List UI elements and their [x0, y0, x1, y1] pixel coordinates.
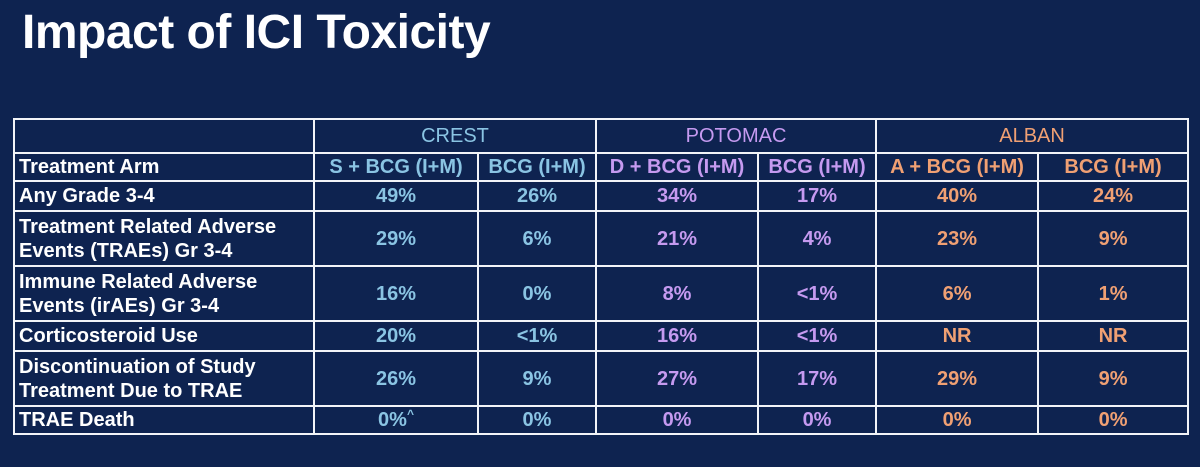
table-cell: 0% [1037, 405, 1190, 435]
table-row: Immune Related Adverse Events (irAEs) Gr … [13, 265, 1190, 322]
table-cell: <1% [476, 320, 598, 352]
arm-header: BCG (I+M) [757, 152, 878, 182]
footnote-marker: ^ [406, 407, 414, 421]
table-cell: 0%^ [313, 405, 479, 435]
row-label: Treatment Arm [13, 152, 315, 182]
table-cell: NR [875, 320, 1040, 352]
group-header-potomac: POTOMAC [595, 118, 878, 154]
table-cell: 29% [875, 350, 1040, 407]
toxicity-table: CREST POTOMAC ALBAN Treatment Arm S + BC… [13, 118, 1190, 435]
table-cell: 23% [875, 210, 1040, 267]
table-cell: 40% [875, 180, 1040, 212]
group-header-crest: CREST [312, 118, 598, 154]
row-label-line: Immune Related Adverse [19, 270, 258, 293]
table-cell: 9% [1037, 350, 1190, 407]
table-cell: <1% [757, 265, 878, 322]
table-row: Discontinuation of Study Treatment Due to… [13, 350, 1190, 407]
table-cell: 0% [757, 405, 878, 435]
table-cell: 17% [757, 350, 878, 407]
table-cell: 6% [476, 210, 598, 267]
table-cell: 1% [1037, 265, 1190, 322]
table-cell: 4% [757, 210, 878, 267]
table-cell: 8% [595, 265, 760, 322]
table-cell: 0% [875, 405, 1040, 435]
table-cell: 9% [476, 350, 598, 407]
table-cell: <1% [757, 320, 878, 352]
table-cell: 20% [313, 320, 479, 352]
table-cell: 27% [595, 350, 760, 407]
table-row: TRAE Death 0%^ 0% 0% 0% 0% 0% [13, 405, 1190, 435]
row-label: Any Grade 3-4 [13, 180, 315, 212]
row-label: TRAE Death [13, 405, 315, 435]
group-header-alban: ALBAN [875, 118, 1190, 154]
table-cell: 0% [595, 405, 760, 435]
row-label: Immune Related Adverse Events (irAEs) Gr … [13, 265, 315, 322]
table-cell: 29% [313, 210, 479, 267]
table-cell: 0% [476, 265, 598, 322]
row-label-line: Discontinuation of Study [19, 355, 256, 378]
page-title: Impact of ICI Toxicity [22, 6, 491, 59]
table-cell: 9% [1037, 210, 1190, 267]
table-cell: 34% [595, 180, 760, 212]
table-cell: NR [1037, 320, 1190, 352]
table-cell: 6% [875, 265, 1040, 322]
table-cell: 26% [476, 180, 598, 212]
group-header-row: CREST POTOMAC ALBAN [13, 118, 1190, 154]
table-cell: 16% [313, 265, 479, 322]
row-label-line: Events (irAEs) Gr 3-4 [19, 294, 220, 317]
arm-header: BCG (I+M) [476, 152, 598, 182]
row-label-line: Treatment Related Adverse [19, 215, 277, 238]
arm-header: D + BCG (I+M) [595, 152, 760, 182]
cell-value: 0% [378, 409, 407, 431]
treatment-arm-row: Treatment Arm S + BCG (I+M) BCG (I+M) D … [13, 152, 1190, 182]
table-cell: 21% [595, 210, 760, 267]
table-row: Any Grade 3-4 49% 26% 34% 17% 40% 24% [13, 180, 1190, 212]
row-label: Treatment Related Adverse Events (TRAEs) … [13, 210, 315, 267]
table-cell: 26% [313, 350, 479, 407]
row-label: Discontinuation of Study Treatment Due to… [13, 350, 315, 407]
arm-header: S + BCG (I+M) [313, 152, 479, 182]
row-label-line: Treatment Due to TRAE [19, 379, 243, 402]
table-cell: 24% [1037, 180, 1190, 212]
blank-corner-cell [13, 118, 315, 154]
table-cell: 16% [595, 320, 760, 352]
table-cell: 49% [313, 180, 479, 212]
arm-header: A + BCG (I+M) [875, 152, 1040, 182]
table-cell: 17% [757, 180, 878, 212]
table-row: Corticosteroid Use 20% <1% 16% <1% NR NR [13, 320, 1190, 352]
arm-header: BCG (I+M) [1037, 152, 1190, 182]
row-label: Corticosteroid Use [13, 320, 315, 352]
row-label-line: Events (TRAEs) Gr 3-4 [19, 239, 233, 262]
table-cell: 0% [476, 405, 598, 435]
table-row: Treatment Related Adverse Events (TRAEs) … [13, 210, 1190, 267]
